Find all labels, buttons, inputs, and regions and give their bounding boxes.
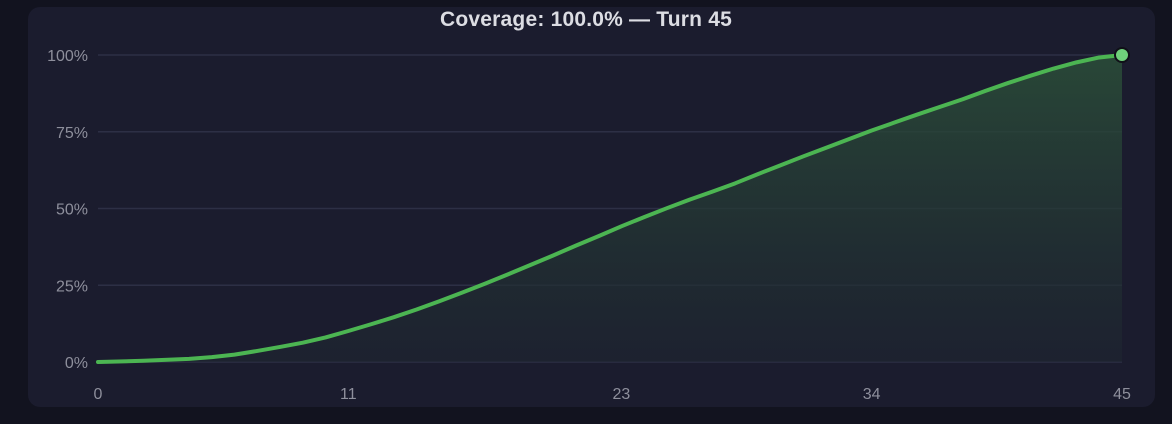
x-tick-label: 0 [94,386,103,403]
coverage-area-fill [98,55,1122,362]
y-tick-label: 0% [65,355,88,372]
current-turn-marker [1114,47,1130,63]
y-tick-label: 50% [56,202,88,219]
x-tick-label: 23 [612,386,630,403]
chart-title: Coverage: 100.0% — Turn 45 [440,8,732,31]
y-tick-label: 25% [56,278,88,295]
x-tick-label: 34 [863,386,881,403]
y-tick-label: 75% [56,125,88,142]
x-axis-ticks: 0 11 23 34 45 [94,386,1131,403]
y-tick-label: 100% [47,48,88,65]
y-axis-ticks: 0% 25% 50% 75% 100% [47,48,88,372]
area-fill-group [98,55,1122,362]
marker-group [1114,47,1130,63]
x-tick-label: 45 [1113,386,1131,403]
series-line-group [96,53,1124,364]
coverage-series-line [96,53,1124,364]
x-tick-label: 11 [340,386,357,403]
